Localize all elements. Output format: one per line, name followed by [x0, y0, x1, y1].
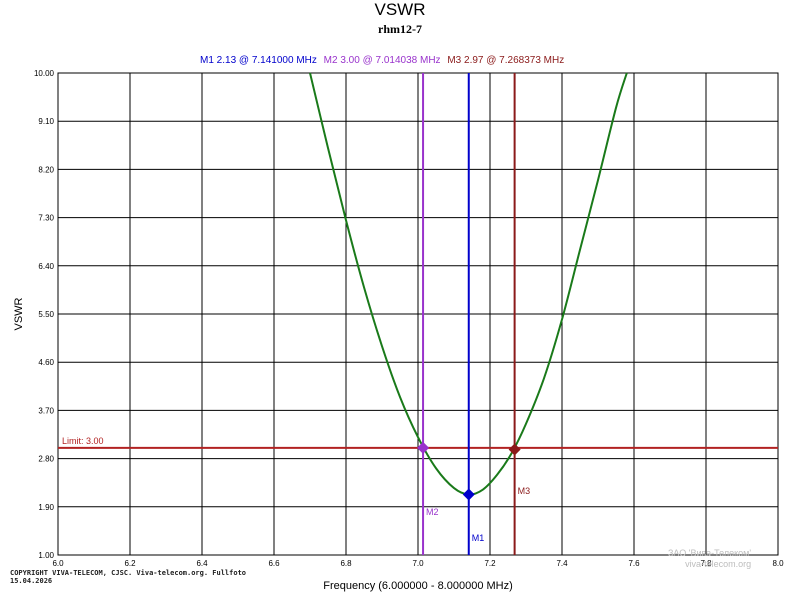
m2-marker-point [417, 441, 430, 454]
x-axis-label: Frequency (6.000000 - 8.000000 MHz) [323, 580, 513, 592]
vswr-curve [309, 72, 628, 496]
chart-title: VSWR [374, 0, 426, 19]
x-tick-label: 8.0 [772, 559, 784, 568]
x-tick-label: 6.6 [268, 559, 280, 568]
copyright-notice: COPYRIGHT VIVA-TELECOM, CJSC. Viva-telec… [10, 569, 246, 585]
watermark-line-2: viva-telecom.org [685, 559, 752, 569]
y-tick-label: 8.20 [38, 165, 54, 174]
x-tick-label: 6.2 [124, 559, 136, 568]
copyright-line-1: COPYRIGHT VIVA-TELECOM, CJSC. Viva-telec… [10, 569, 247, 577]
y-tick-label: 3.70 [38, 406, 54, 415]
m2-marker-label: M2 [426, 507, 439, 517]
grid [57, 72, 779, 556]
marker-lines [422, 73, 516, 555]
x-tick-label: 7.0 [412, 559, 424, 568]
limit-label: Limit: 3.00 [62, 436, 104, 446]
x-tick-label: 6.0 [52, 559, 64, 568]
marker-readout-m2: M2 3.00 @ 7.014038 MHz [323, 55, 441, 66]
m3-marker-label: M3 [518, 486, 531, 496]
marker-points: M1 M2 M3 [417, 441, 531, 543]
copyright-line-2: 15.04.2026 [10, 577, 53, 585]
x-tick-label: 7.8 [700, 559, 712, 568]
y-tick-label: 1.00 [38, 551, 54, 560]
watermark: ЗАО 'Вива-Телеком' viva-telecom.org [668, 548, 751, 570]
x-tick-label: 7.6 [628, 559, 640, 568]
marker-readout: M1 2.13 @ 7.141000 MHz M2 3.00 @ 7.01403… [200, 55, 568, 66]
y-tick-label: 6.40 [38, 262, 54, 271]
x-tick-label: 6.4 [196, 559, 208, 568]
marker-readout-m3: M3 2.97 @ 7.268373 MHz [447, 55, 565, 66]
x-tick-label: 7.4 [556, 559, 568, 568]
watermark-line-1: ЗАО 'Вива-Телеком' [668, 548, 752, 558]
y-tick-label: 7.30 [38, 214, 54, 223]
x-tick-label: 6.8 [340, 559, 352, 568]
m1-marker-point [462, 488, 475, 501]
y-tick-label: 1.90 [38, 503, 54, 512]
m3-marker-point [508, 443, 521, 456]
x-tick-label: 7.2 [484, 559, 496, 568]
y-tick-label: 10.00 [34, 69, 55, 78]
y-tick-label: 2.80 [38, 455, 54, 464]
y-axis-label: VSWR [13, 297, 25, 330]
y-tick-label: 9.10 [38, 117, 54, 126]
marker-readout-m1: M1 2.13 @ 7.141000 MHz [200, 55, 317, 66]
y-tick-label: 4.60 [38, 358, 54, 367]
axis-ticks: 6.0 6.2 6.4 6.6 6.8 7.0 7.2 7.4 7.6 7.8 8.0 1.00 1.9… [34, 69, 784, 568]
chart-subtitle: rhm12-7 [378, 22, 422, 36]
y-tick-label: 5.50 [38, 310, 54, 319]
m1-marker-label: M1 [472, 533, 485, 543]
